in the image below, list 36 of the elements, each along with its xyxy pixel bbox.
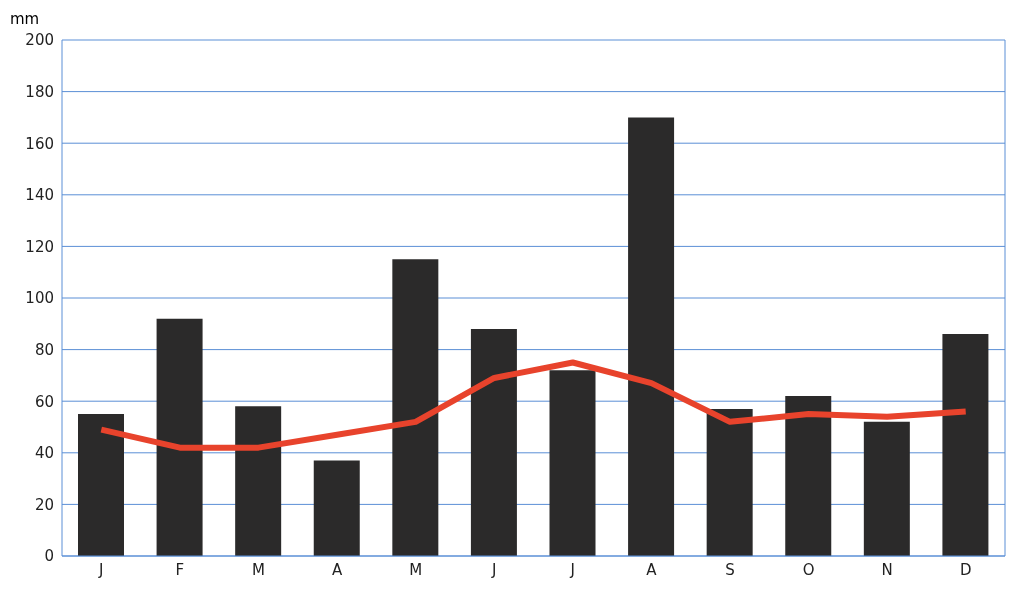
y-tick-label: 200 (25, 31, 54, 50)
y-tick-label: 180 (25, 82, 54, 101)
y-tick-label: 40 (34, 444, 54, 463)
bar (78, 414, 124, 556)
y-tick-label: 60 (34, 392, 54, 411)
y-tick-label: 160 (25, 134, 54, 153)
y-tick-label: 80 (34, 340, 54, 359)
bar (156, 318, 203, 556)
x-tick-label: D (959, 560, 972, 579)
y-axis-title: mm (10, 10, 40, 28)
bar (863, 421, 910, 556)
x-tick-label: N (881, 560, 893, 579)
x-tick-label: F (175, 560, 185, 579)
x-tick-label: J (490, 560, 497, 579)
bar (235, 406, 282, 556)
x-tick-label: M (251, 560, 265, 579)
y-tick-label: 140 (25, 186, 54, 205)
bar (706, 408, 753, 556)
bar (628, 117, 675, 556)
x-tick-label: A (646, 560, 658, 579)
y-tick-label: 120 (25, 237, 54, 256)
y-tick-label: 100 (25, 289, 54, 308)
x-tick-label: S (725, 560, 735, 579)
bar (392, 259, 439, 556)
bar (549, 370, 596, 556)
y-tick-label: 0 (44, 547, 54, 566)
x-tick-label: J (569, 560, 576, 579)
bar (942, 334, 989, 556)
bar (785, 396, 832, 556)
x-tick-label: A (331, 560, 343, 579)
x-tick-label: M (409, 560, 423, 579)
bar (470, 328, 517, 556)
bar (313, 460, 360, 556)
x-tick-label: J (98, 560, 104, 579)
y-tick-label: 20 (34, 495, 54, 514)
x-tick-label: O (802, 560, 815, 579)
